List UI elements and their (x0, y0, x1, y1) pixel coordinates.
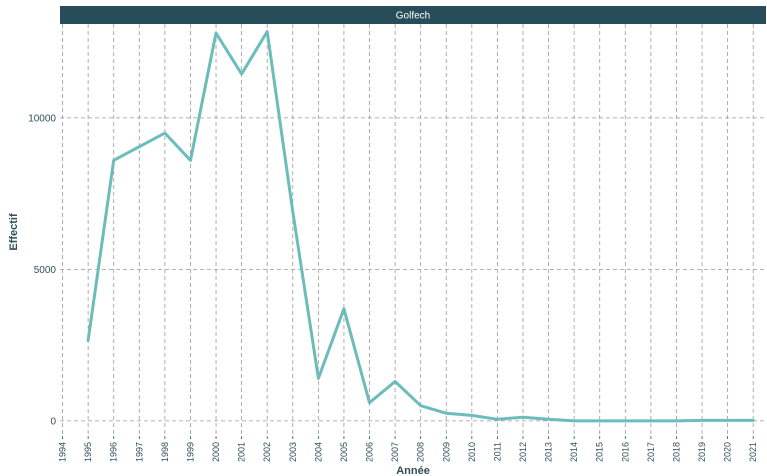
x-tick-label: 2004 (313, 442, 323, 462)
x-tick-label: 2007 (390, 442, 400, 462)
x-tick-label: 2018 (671, 442, 681, 462)
x-tick-label: 1998 (160, 442, 170, 462)
x-tick-label: 2017 (646, 442, 656, 462)
facet-strip (60, 6, 766, 24)
x-tick-label: 2003 (288, 442, 298, 462)
series-line (86, 30, 755, 423)
x-tick-label: 2005 (339, 442, 349, 462)
x-axis-title: Année (396, 465, 430, 476)
x-tick-label: 1997 (134, 442, 144, 462)
y-axis-title: Effectif (8, 213, 20, 251)
x-tick-label: 2013 (544, 442, 554, 462)
x-tick-label: 1996 (109, 442, 119, 462)
x-tick-label: 2008 (416, 442, 426, 462)
x-tick-label: 2002 (262, 442, 272, 462)
x-tick-label: 2001 (237, 442, 247, 462)
x-axis-ticks: 1994 1995 1996 1997 1998 1999 2000 2001 2002 2003… (58, 436, 758, 462)
x-tick-label: 2012 (518, 442, 528, 462)
y-tick-label: 0 (50, 416, 56, 427)
x-tick-label: 2015 (595, 442, 605, 462)
x-tick-label: 2020 (723, 442, 733, 462)
series-layer (86, 30, 755, 423)
x-tick-label: 2021 (748, 442, 758, 462)
x-tick-label: 2011 (492, 442, 502, 461)
x-tick-label: 2016 (620, 442, 630, 462)
x-tick-label: 2009 (441, 442, 451, 462)
x-tick-label: 2014 (569, 442, 579, 462)
x-tick-label: 2019 (697, 442, 707, 462)
x-tick-label: 2000 (211, 442, 221, 462)
y-tick-label: 5000 (34, 265, 57, 276)
y-axis-ticks: 0 5000 10000 (28, 113, 56, 427)
x-tick-label: 1999 (185, 442, 195, 462)
y-tick-label: 10000 (28, 113, 56, 124)
x-tick-label: 2010 (467, 442, 477, 462)
x-tick-label: 1995 (83, 442, 93, 462)
x-tick-label: 1994 (58, 442, 68, 462)
facet-label: Golfech (396, 11, 430, 22)
x-tick-label: 2006 (365, 442, 375, 462)
grid (60, 24, 766, 436)
